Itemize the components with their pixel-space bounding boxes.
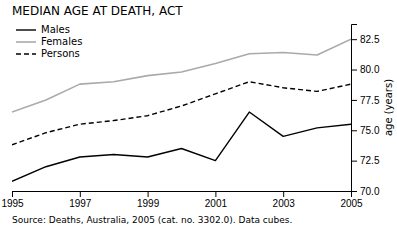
legend-label: Females xyxy=(41,36,82,47)
x-axis: 1995 1997 1999 2001 2003 2005 xyxy=(1,191,363,209)
series-line xyxy=(12,39,351,112)
chart: 1995 1997 1999 2001 2003 200570.0 72.5 75.0 77.5… xyxy=(0,0,397,227)
series-line xyxy=(12,112,351,181)
tick-mark xyxy=(351,191,357,192)
x-tick: 2003 xyxy=(273,191,296,209)
legend-swatch xyxy=(16,41,36,43)
axis-line xyxy=(13,192,352,198)
tick-mark xyxy=(351,161,357,162)
legend-label: Persons xyxy=(41,48,80,59)
legend-label: Males xyxy=(41,24,70,35)
y-tick: 77.5 xyxy=(351,95,380,106)
tick-label: 1999 xyxy=(137,198,160,209)
legend-swatch xyxy=(16,53,36,54)
y-tick: 80.0 xyxy=(351,64,380,75)
tick-mark xyxy=(351,100,357,101)
legend-item: Persons xyxy=(16,48,80,59)
tick-label: 72.5 xyxy=(360,155,380,166)
tick-label: 70.0 xyxy=(360,186,380,197)
y-axis: 70.0 72.5 75.0 77.5 80.0 82.5 xyxy=(351,25,380,197)
legend-swatch xyxy=(16,29,36,30)
series-line xyxy=(12,82,351,145)
axis-line xyxy=(352,25,358,192)
tick-mark xyxy=(215,191,216,197)
chart-title: MEDIAN AGE AT DEATH, ACT xyxy=(12,4,183,18)
tick-label: 75.0 xyxy=(360,125,380,136)
tick-mark xyxy=(351,130,357,131)
tick-label: 2005 xyxy=(340,198,363,209)
plot-area: 1995 1997 1999 2001 2003 200570.0 72.5 75.0 77.5… xyxy=(1,24,380,209)
tick-mark xyxy=(148,191,149,197)
tick-label: 80.0 xyxy=(360,64,380,75)
tick-label: 77.5 xyxy=(360,95,380,106)
y-axis-title: age (years) xyxy=(383,79,394,136)
tick-mark xyxy=(12,191,13,197)
tick-label: 2001 xyxy=(205,198,228,209)
tick-label: 82.5 xyxy=(360,34,380,45)
tick-label: 1997 xyxy=(69,198,92,209)
y-tick: 70.0 xyxy=(351,186,380,197)
y-tick: 72.5 xyxy=(351,155,380,166)
tick-mark xyxy=(283,191,284,197)
y-tick: 75.0 xyxy=(351,125,380,136)
x-tick: 2001 xyxy=(205,191,228,209)
source-note: Source: Deaths, Australia, 2005 (cat. no… xyxy=(12,215,292,225)
tick-mark xyxy=(351,39,357,40)
y-tick: 82.5 xyxy=(351,34,380,45)
tick-label: 2003 xyxy=(273,198,296,209)
tick-mark xyxy=(80,191,81,197)
legend: MalesFemalesPersons xyxy=(16,24,82,59)
tick-label: 1995 xyxy=(1,198,24,209)
legend-item: Males xyxy=(16,24,70,35)
x-tick: 1999 xyxy=(137,191,160,209)
x-tick: 1995 xyxy=(1,191,24,209)
x-tick: 1997 xyxy=(69,191,92,209)
tick-mark xyxy=(351,70,357,71)
lines xyxy=(12,39,351,181)
legend-item: Females xyxy=(16,36,82,47)
